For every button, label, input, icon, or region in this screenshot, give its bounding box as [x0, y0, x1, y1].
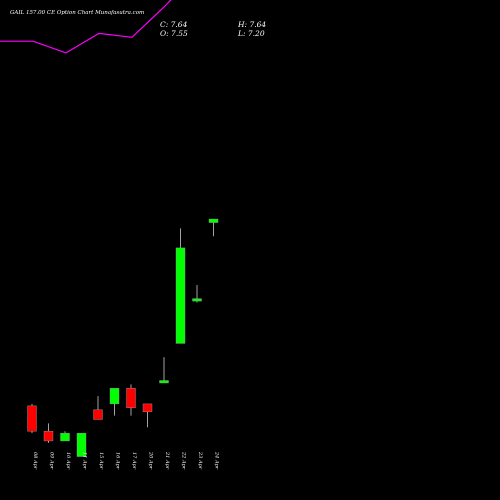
candle-body — [159, 380, 169, 384]
indicator-line-magenta — [0, 0, 172, 54]
candle-body — [27, 405, 37, 432]
x-tick-label: 10 Apr — [65, 452, 71, 470]
x-tick-label: 20 Apr — [148, 451, 154, 470]
x-tick-label: 24 Apr — [214, 451, 220, 470]
candle-body — [109, 388, 120, 405]
x-tick-label: 08 Apr — [32, 452, 38, 470]
high-value: H: 7.64 — [238, 20, 267, 29]
x-tick-label: 11 Apr — [82, 452, 88, 470]
x-tick-label: 15 Apr — [98, 452, 104, 470]
x-tick-label: 16 Apr — [115, 452, 121, 470]
chart-title: GAIL 157.00 CE Option Chart Munafasutra.… — [10, 10, 145, 16]
candle-body — [93, 409, 103, 420]
candle-body — [126, 388, 136, 408]
x-tick-label: 22 Apr — [181, 451, 187, 470]
candle-body — [192, 298, 202, 302]
close-value: C: 7.64 — [160, 20, 188, 29]
low-value: L: 7.20 — [238, 29, 265, 38]
x-tick-label: 17 Apr — [131, 452, 137, 470]
x-tick-label: 09 Apr — [49, 452, 55, 470]
candle-body — [60, 432, 70, 442]
candle-body — [43, 431, 54, 442]
x-tick-label: 21 Apr — [164, 451, 170, 470]
candle-body — [175, 247, 186, 344]
open-value: O: 7.55 — [160, 29, 188, 38]
candle-body — [142, 403, 153, 412]
candle-body — [76, 432, 87, 457]
x-tick-label: 23 Apr — [197, 451, 203, 470]
candle-body — [208, 218, 219, 223]
